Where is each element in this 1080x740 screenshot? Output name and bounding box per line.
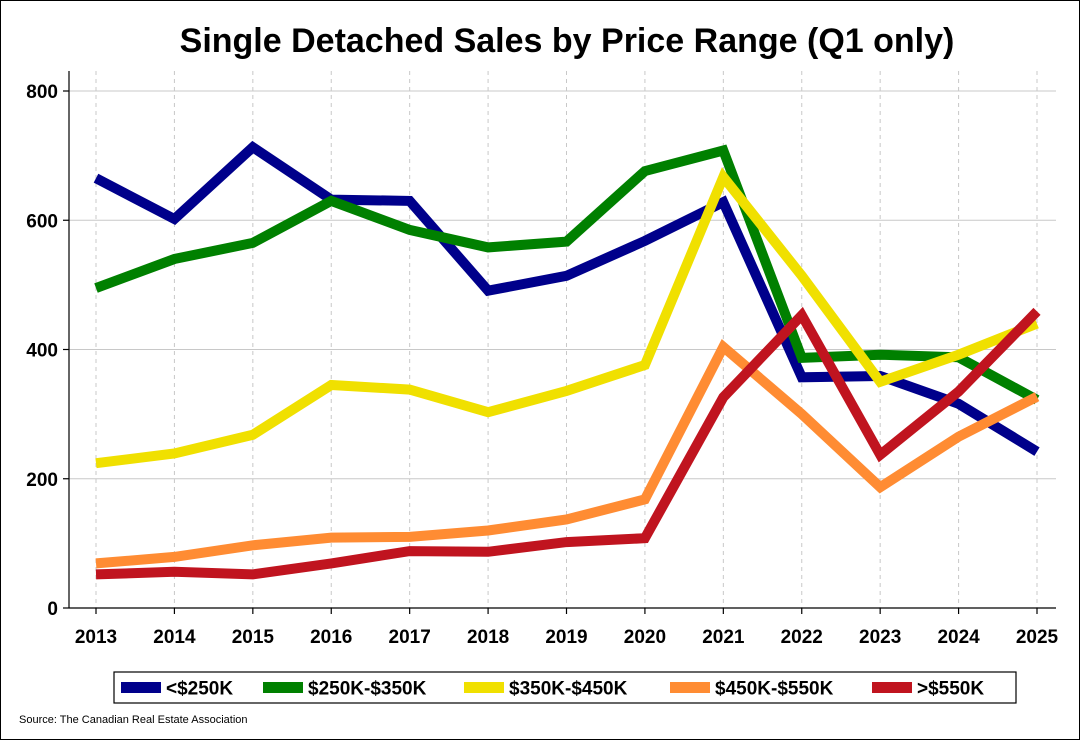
legend-swatch-3 — [670, 682, 710, 693]
legend: <$250K $250K-$350K $350K-$450K $450K-$550K >… — [113, 671, 1017, 704]
chart-title: Single Detached Sales by Price Range (Q1… — [180, 22, 955, 60]
x-tick-label: 2017 — [389, 627, 431, 648]
y-tick-label: 800 — [26, 82, 58, 103]
legend-swatch-2 — [464, 682, 504, 693]
axes: 0 200 400 600 800 2013 2014 2015 2016 2017 2018 201… — [26, 71, 1059, 648]
legend-swatch-4 — [872, 682, 912, 693]
legend-swatch-1 — [263, 682, 303, 693]
y-tick-label: 600 — [26, 211, 58, 232]
x-tick-label: 2018 — [467, 627, 509, 648]
x-tick-label: 2024 — [937, 627, 980, 648]
x-tick-label: 2021 — [702, 627, 745, 648]
legend-label-3: $450K-$550K — [715, 679, 834, 700]
x-tick-label: 2023 — [859, 627, 901, 648]
x-tick-label: 2014 — [153, 627, 196, 648]
legend-label-1: $250K-$350K — [308, 679, 427, 700]
grid-lines — [69, 71, 1056, 608]
x-tick-label: 2022 — [781, 627, 823, 648]
x-tick-label: 2013 — [75, 627, 117, 648]
x-tick-label: 2016 — [310, 627, 352, 648]
x-tick-label: 2019 — [545, 627, 587, 648]
legend-swatch-0 — [121, 682, 161, 693]
y-tick-label: 400 — [26, 341, 58, 362]
y-tick-label: 0 — [47, 599, 58, 620]
legend-label-2: $350K-$450K — [509, 679, 628, 700]
legend-label-0: <$250K — [166, 679, 233, 700]
y-tick-label: 200 — [26, 470, 58, 491]
legend-label-4: >$550K — [917, 679, 984, 700]
x-tick-label: 2015 — [232, 627, 275, 648]
x-tick-label: 2025 — [1016, 627, 1059, 648]
x-tick-label: 2020 — [624, 627, 666, 648]
source-note: Source: The Canadian Real Estate Associa… — [19, 714, 248, 726]
series-lines — [93, 140, 1041, 580]
